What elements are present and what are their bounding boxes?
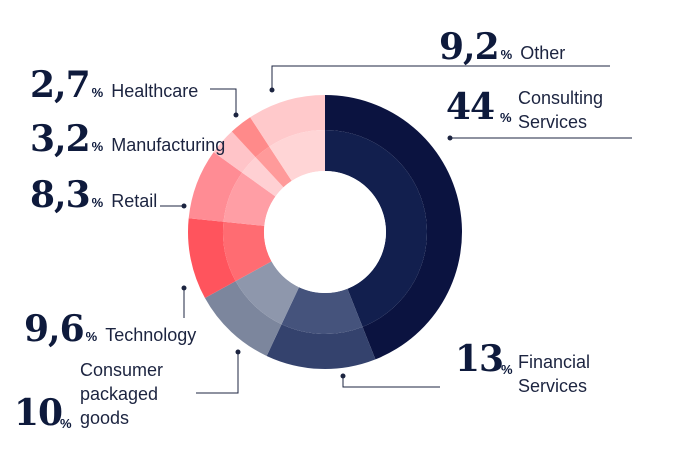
label-cpg: Consumer packaged goods 10 % bbox=[14, 358, 204, 438]
cpg-name-line3: goods bbox=[80, 408, 130, 428]
leader-dot-other bbox=[269, 87, 275, 93]
leader-line-healthcare bbox=[210, 88, 237, 115]
leader-line-financial bbox=[342, 376, 440, 388]
label-other: 9,2 % Other bbox=[439, 26, 565, 68]
other-name: Other bbox=[520, 43, 566, 63]
cpg-pct: % bbox=[60, 416, 72, 431]
healthcare-value: 2,7 bbox=[30, 64, 91, 106]
consulting-value: 44 bbox=[446, 86, 495, 128]
leader-dot-healthcare bbox=[233, 112, 239, 118]
label-manufacturing: 3,2 % Manufacturing bbox=[30, 118, 225, 160]
slice-other bbox=[250, 95, 325, 147]
donut-hole bbox=[264, 171, 386, 293]
retail-value: 8,3 bbox=[30, 174, 91, 216]
slice-consulting-services bbox=[325, 95, 462, 360]
slice-inner-retail bbox=[223, 172, 276, 226]
slice-inner-manufacturing bbox=[242, 157, 284, 197]
leader-dot-financial bbox=[340, 373, 346, 379]
financial-value: 13 bbox=[455, 338, 504, 380]
manufacturing-value: 3,2 bbox=[30, 118, 91, 160]
consulting-pct: % bbox=[500, 110, 512, 125]
donut-slices bbox=[188, 95, 462, 369]
cpg-name-line1: Consumer bbox=[80, 360, 164, 380]
slice-inner-consumer-packaged-goods bbox=[235, 261, 300, 325]
financial-name-line2: Services bbox=[518, 376, 588, 396]
label-financial: 13 % Financial Services bbox=[455, 334, 655, 396]
cpg-value: 10 bbox=[14, 392, 63, 434]
technology-pct: % bbox=[85, 329, 98, 344]
consulting-name-line2: Services bbox=[518, 112, 588, 132]
label-technology: 9,6 % Technology bbox=[24, 308, 196, 350]
financial-pct: % bbox=[501, 362, 513, 377]
retail-pct: % bbox=[91, 195, 104, 210]
leader-dot-consulting bbox=[447, 135, 453, 141]
slice-manufacturing bbox=[213, 131, 256, 173]
slice-inner-healthcare bbox=[255, 146, 292, 188]
slice-inner-consulting-services bbox=[325, 130, 428, 327]
slice-inner-technology bbox=[223, 221, 272, 282]
cpg-name-line2: packaged bbox=[80, 384, 159, 404]
slice-inner-financial-services bbox=[281, 287, 363, 334]
leader-dot-technology bbox=[181, 285, 187, 291]
technology-name: Technology bbox=[105, 325, 197, 345]
slice-technology bbox=[188, 218, 236, 299]
other-pct: % bbox=[500, 47, 513, 62]
leader-dot-retail bbox=[181, 203, 187, 209]
slice-retail bbox=[188, 152, 243, 222]
leader-lines bbox=[160, 65, 632, 394]
other-value: 9,2 bbox=[439, 26, 500, 68]
label-consulting: 44 % Consulting Services bbox=[446, 86, 686, 136]
leader-line-other bbox=[271, 65, 610, 90]
slice-inner-other bbox=[269, 130, 325, 181]
slice-consumer-packaged-goods bbox=[204, 281, 282, 356]
label-retail: 8,3 % Retail bbox=[30, 174, 157, 216]
slice-financial-services bbox=[266, 324, 376, 369]
manufacturing-name: Manufacturing bbox=[111, 135, 226, 155]
leader-dot-cpg bbox=[235, 349, 241, 355]
consulting-name-line1: Consulting bbox=[518, 88, 604, 108]
retail-name: Retail bbox=[111, 191, 158, 211]
technology-value: 9,6 bbox=[24, 308, 85, 350]
label-healthcare: 2,7 % Healthcare bbox=[30, 64, 198, 106]
healthcare-pct: % bbox=[91, 85, 104, 100]
slice-healthcare bbox=[231, 117, 270, 158]
leader-line-cpg bbox=[196, 352, 239, 394]
financial-name-line1: Financial bbox=[518, 352, 591, 372]
manufacturing-pct: % bbox=[91, 139, 104, 154]
healthcare-name: Healthcare bbox=[111, 81, 199, 101]
